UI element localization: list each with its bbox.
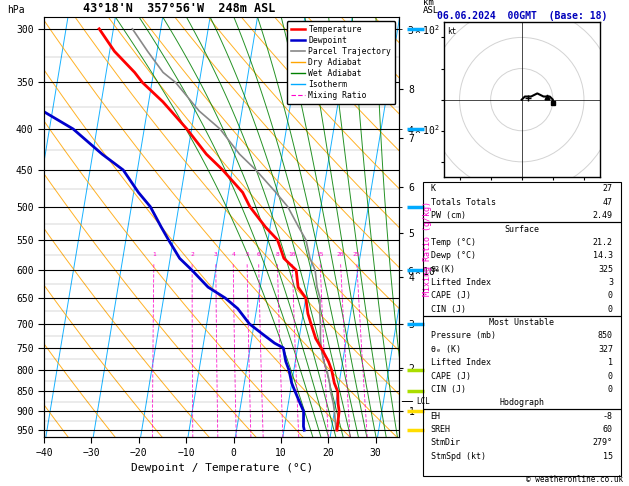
Text: 1: 1 [152,252,156,257]
Text: Lifted Index: Lifted Index [431,358,491,367]
Text: 0: 0 [608,385,613,394]
Text: PW (cm): PW (cm) [431,211,465,220]
X-axis label: Dewpoint / Temperature (°C): Dewpoint / Temperature (°C) [131,463,313,473]
Text: 0: 0 [608,291,613,300]
Text: 10: 10 [289,252,296,257]
Text: 25: 25 [353,252,360,257]
Text: 850: 850 [598,331,613,341]
Text: hPa: hPa [7,5,25,15]
Text: 1: 1 [608,358,613,367]
Text: 6: 6 [257,252,260,257]
Text: 0: 0 [608,371,613,381]
Text: Hodograph: Hodograph [499,398,544,407]
Text: -8: -8 [603,412,613,421]
Text: Temp (°C): Temp (°C) [431,238,476,247]
Legend: Temperature, Dewpoint, Parcel Trajectory, Dry Adiabat, Wet Adiabat, Isotherm, Mi: Temperature, Dewpoint, Parcel Trajectory… [287,21,396,104]
Text: 4: 4 [231,252,235,257]
Text: CAPE (J): CAPE (J) [431,291,470,300]
Text: Totals Totals: Totals Totals [431,198,496,207]
Text: 2.49: 2.49 [593,211,613,220]
Text: km
ASL: km ASL [423,0,438,15]
Text: kt: kt [447,27,457,35]
Text: SREH: SREH [431,425,450,434]
Text: 5: 5 [245,252,249,257]
Text: 06.06.2024  00GMT  (Base: 18): 06.06.2024 00GMT (Base: 18) [437,11,607,21]
Text: 14.3: 14.3 [593,251,613,260]
Text: 60: 60 [603,425,613,434]
Text: Mixing Ratio (g/kg): Mixing Ratio (g/kg) [423,201,432,295]
Text: 327: 327 [598,345,613,354]
Text: 21.2: 21.2 [593,238,613,247]
Text: CAPE (J): CAPE (J) [431,371,470,381]
Text: © weatheronline.co.uk: © weatheronline.co.uk [526,474,623,484]
Text: Dewp (°C): Dewp (°C) [431,251,476,260]
Text: 3: 3 [608,278,613,287]
Text: 47: 47 [603,198,613,207]
Text: 279°: 279° [593,438,613,448]
Text: Surface: Surface [504,225,539,234]
Text: 15: 15 [603,451,613,461]
Text: θₑ (K): θₑ (K) [431,345,460,354]
Text: EH: EH [431,412,440,421]
Text: Most Unstable: Most Unstable [489,318,554,327]
Text: StmDir: StmDir [431,438,460,448]
Text: K: K [431,184,436,193]
Text: 325: 325 [598,264,613,274]
Text: CIN (J): CIN (J) [431,385,465,394]
Text: 8: 8 [276,252,279,257]
Text: 2: 2 [190,252,194,257]
Text: Lifted Index: Lifted Index [431,278,491,287]
Text: 15: 15 [316,252,324,257]
Text: θₑ(K): θₑ(K) [431,264,455,274]
Text: LCL: LCL [416,397,430,406]
Text: 3: 3 [214,252,218,257]
Text: 20: 20 [337,252,344,257]
Text: 27: 27 [603,184,613,193]
Text: Pressure (mb): Pressure (mb) [431,331,496,341]
Text: CIN (J): CIN (J) [431,305,465,314]
Text: 43°18'N  357°56'W  248m ASL: 43°18'N 357°56'W 248m ASL [83,2,276,15]
Text: StmSpd (kt): StmSpd (kt) [431,451,486,461]
Text: 0: 0 [608,305,613,314]
